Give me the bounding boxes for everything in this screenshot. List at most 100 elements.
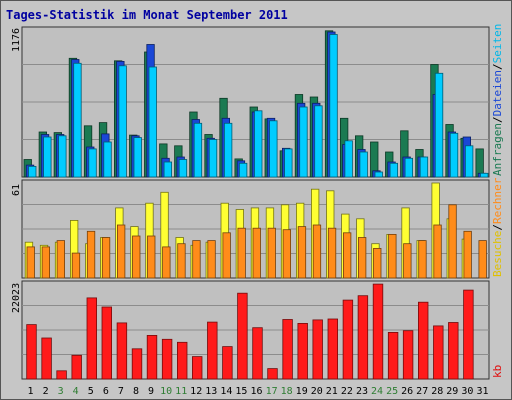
day-labels: 1 2 3 4 5 6 7 8 9 10 11 12 13 14 15 16 17 18 19 20 21 22 23 24 2… — [27, 386, 488, 397]
top-bar-seiten-day-9 — [148, 66, 157, 178]
top-bar-seiten-day-5 — [88, 148, 97, 178]
middle-axis-max-label: 61 — [11, 184, 22, 196]
day-label-12: 12 — [190, 386, 202, 397]
day-label-23: 23 — [356, 386, 368, 397]
day-label-9: 9 — [148, 386, 154, 397]
day-label-14: 14 — [220, 386, 232, 397]
bottom-bar-kb-day-2 — [41, 337, 52, 380]
bottom-bar-kb-day-26 — [402, 330, 414, 380]
middle-bar-rechner-day-5 — [86, 230, 96, 279]
day-label-31: 31 — [476, 386, 488, 397]
top-bar-seiten-day-6 — [103, 141, 112, 178]
middle-bar-rechner-day-6 — [101, 237, 111, 279]
bottom-bar-kb-day-1 — [26, 324, 37, 380]
middle-bar-rechner-day-30 — [463, 230, 472, 279]
day-label-24: 24 — [371, 386, 383, 397]
day-label-25: 25 — [386, 386, 398, 397]
day-label-11: 11 — [175, 386, 187, 397]
bottom-bar-kb-day-17 — [267, 368, 278, 380]
top-bar-seiten-day-11 — [178, 159, 188, 178]
middle-bar-rechner-day-16 — [252, 227, 261, 279]
legend-kb: kb — [491, 365, 504, 378]
bottom-bar-kb-day-8 — [131, 348, 143, 380]
middle-bar-rechner-day-15 — [237, 227, 246, 279]
middle-bar-rechner-day-9 — [147, 235, 156, 279]
day-label-16: 16 — [250, 386, 262, 397]
middle-bar-rechner-day-10 — [162, 246, 171, 279]
top-bar-seiten-day-29 — [449, 132, 459, 178]
bottom-bar-kb-day-30 — [463, 289, 474, 380]
day-label-15: 15 — [235, 386, 247, 397]
legend-middle-part-1: / — [491, 224, 504, 231]
bottom-bar-kb-day-23 — [357, 295, 369, 380]
legend-top-part-4: Seiten — [491, 24, 504, 64]
middle-bar-rechner-day-28 — [433, 224, 442, 279]
middle-bar-rechner-day-29 — [448, 204, 457, 279]
top-bar-seiten-day-14 — [223, 122, 233, 178]
top-bar-seiten-day-15 — [238, 162, 248, 178]
legend-top-part-1: / — [491, 116, 504, 123]
middle-bar-rechner-day-18 — [282, 229, 292, 279]
bottom-bar-kb-day-12 — [191, 356, 203, 380]
top-bar-seiten-day-22 — [344, 140, 353, 178]
middle-bar-rechner-day-26 — [403, 243, 412, 279]
bottom-bar-kb-day-19 — [297, 322, 308, 380]
middle-bar-rechner-day-22 — [342, 232, 352, 279]
day-label-21: 21 — [326, 386, 338, 397]
middle-bar-rechner-day-8 — [132, 235, 141, 279]
middle-bar-rechner-day-24 — [373, 247, 382, 279]
day-label-2: 2 — [43, 386, 49, 397]
legend-top-part-2: Dateien — [491, 70, 504, 116]
bottom-bar-kb-day-13 — [207, 321, 218, 380]
middle-bar-rechner-day-14 — [222, 232, 231, 279]
middle-bar-rechner-day-1 — [26, 246, 35, 279]
top-bar-seiten-day-21 — [329, 34, 338, 178]
day-label-20: 20 — [311, 386, 323, 397]
top-bar-seiten-day-1 — [28, 165, 37, 178]
legend-top-part-0: Anfragen — [491, 123, 504, 176]
panel-requests-files-pages — [21, 26, 490, 178]
day-label-3: 3 — [58, 386, 64, 397]
day-label-5: 5 — [88, 386, 94, 397]
top-bar-seiten-day-25 — [389, 162, 399, 178]
middle-bar-rechner-day-3 — [56, 240, 65, 279]
top-bar-seiten-day-10 — [163, 161, 173, 178]
bottom-bar-kb-day-27 — [417, 301, 429, 380]
bottom-bar-kb-day-29 — [448, 322, 459, 380]
chart-title: Tages-Statistik im Monat September 2011 — [6, 8, 288, 22]
bottom-bar-kb-day-21 — [327, 318, 339, 380]
bottom-bar-kb-day-16 — [252, 327, 263, 380]
middle-bar-rechner-day-27 — [418, 240, 427, 279]
legend-middle-part-2: Rechner — [491, 177, 504, 224]
top-bar-seiten-day-18 — [284, 148, 293, 178]
bottom-bar-kb-day-7 — [116, 322, 128, 380]
bottom-bar-kb-day-18 — [282, 319, 293, 380]
day-label-17: 17 — [266, 386, 278, 397]
top-bar-anfragen-day-31 — [475, 148, 484, 178]
top-axis-max-label: 1176 — [11, 28, 22, 52]
top-bar-seiten-day-3 — [58, 135, 67, 178]
top-bar-seiten-day-27 — [419, 156, 429, 178]
middle-bar-rechner-day-23 — [357, 237, 367, 279]
bottom-bar-kb-day-28 — [433, 325, 444, 380]
bottom-bar-kb-day-5 — [86, 297, 98, 380]
bottom-bar-kb-day-25 — [387, 331, 399, 380]
bottom-bar-kb-day-9 — [146, 334, 158, 380]
top-bar-seiten-day-24 — [374, 171, 383, 178]
bottom-bar-kb-day-3 — [56, 370, 67, 380]
bottom-bar-kb-day-10 — [161, 338, 173, 380]
middle-bar-rechner-day-31 — [478, 240, 487, 279]
top-bar-seiten-day-7 — [118, 65, 127, 178]
top-bar-seiten-day-23 — [359, 151, 368, 178]
top-bar-seiten-day-16 — [254, 110, 263, 178]
top-bar-seiten-day-8 — [133, 137, 142, 178]
middle-bar-rechner-day-11 — [177, 243, 186, 279]
top-bar-seiten-day-26 — [404, 157, 414, 178]
legend-top-part-3: / — [491, 63, 504, 70]
bottom-bar-kb-day-14 — [222, 346, 233, 380]
middle-bar-rechner-day-4 — [71, 252, 81, 279]
middle-bar-rechner-day-25 — [388, 233, 397, 279]
day-label-26: 26 — [401, 386, 413, 397]
middle-bar-rechner-day-20 — [312, 224, 322, 279]
